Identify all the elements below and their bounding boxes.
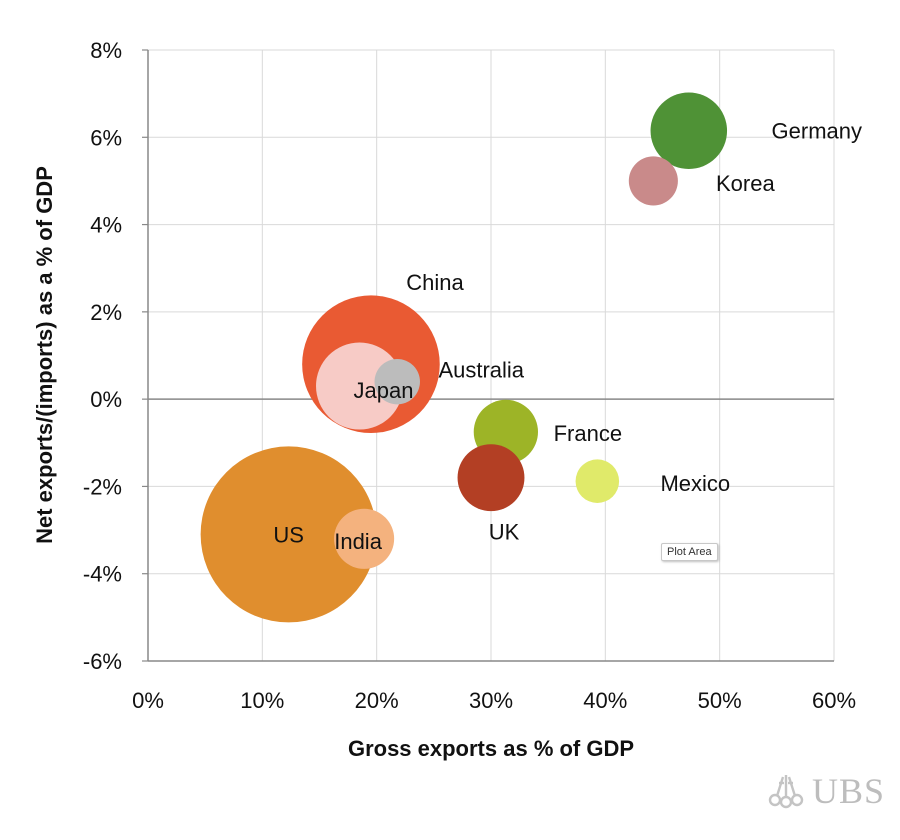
bubble-label-korea: Korea: [716, 171, 775, 196]
ubs-logo: UBS: [766, 770, 885, 812]
plot-area-tooltip: Plot Area: [661, 543, 718, 561]
bubble-uk: [457, 444, 525, 512]
x-tick-label: 20%: [355, 688, 399, 713]
keys-icon: [768, 775, 804, 809]
x-tick-label: 60%: [812, 688, 856, 713]
bubble-labels: US China Japan India Australia Germany Korea Fr…: [273, 119, 862, 554]
x-tick-labels: 0% 10% 20% 30% 40% 50% 60%: [132, 688, 856, 713]
x-tick-label: 0%: [132, 688, 164, 713]
y-tick-label: -6%: [83, 649, 122, 674]
x-axis-title: Gross exports as % of GDP: [348, 736, 634, 761]
x-tick-label: 10%: [240, 688, 284, 713]
y-tick-label: 4%: [90, 213, 122, 238]
y-tick-label: 8%: [90, 38, 122, 63]
bubble-india: [334, 508, 395, 569]
bubble-label-japan: Japan: [354, 378, 414, 403]
y-tick-label: -2%: [83, 474, 122, 499]
bubble-label-france: France: [554, 421, 622, 446]
bubble-label-uk: UK: [489, 520, 520, 545]
bubble-korea: [628, 156, 678, 206]
y-tick-label: 0%: [90, 387, 122, 412]
y-tick-labels: 8% 6% 4% 2% 0% -2% -4% -6%: [83, 38, 122, 674]
bubble-japan: [316, 342, 404, 430]
bubble-label-germany: Germany: [772, 119, 862, 144]
y-tick-label: 2%: [90, 300, 122, 325]
x-tick-label: 50%: [698, 688, 742, 713]
axes: [142, 49, 834, 662]
bubble-label-australia: Australia: [438, 358, 524, 383]
x-tick-label: 40%: [583, 688, 627, 713]
bubble-australia: [374, 358, 420, 405]
bubble-label-us: US: [273, 522, 304, 547]
bubble-label-mexico: Mexico: [660, 471, 730, 496]
logo-text: UBS: [812, 771, 886, 811]
bubble-label-china: China: [406, 270, 464, 295]
bubble-mexico: [575, 459, 620, 503]
y-tick-label: 6%: [90, 125, 122, 150]
y-tick-label: -4%: [83, 562, 122, 587]
bubble-label-india: India: [334, 529, 382, 554]
bubble-us: [200, 446, 377, 623]
x-tick-label: 30%: [469, 688, 513, 713]
y-axis-title: Net exports/(imports) as a % of GDP: [32, 166, 57, 544]
bubble-germany: [650, 92, 728, 169]
bubbles: [200, 92, 728, 623]
